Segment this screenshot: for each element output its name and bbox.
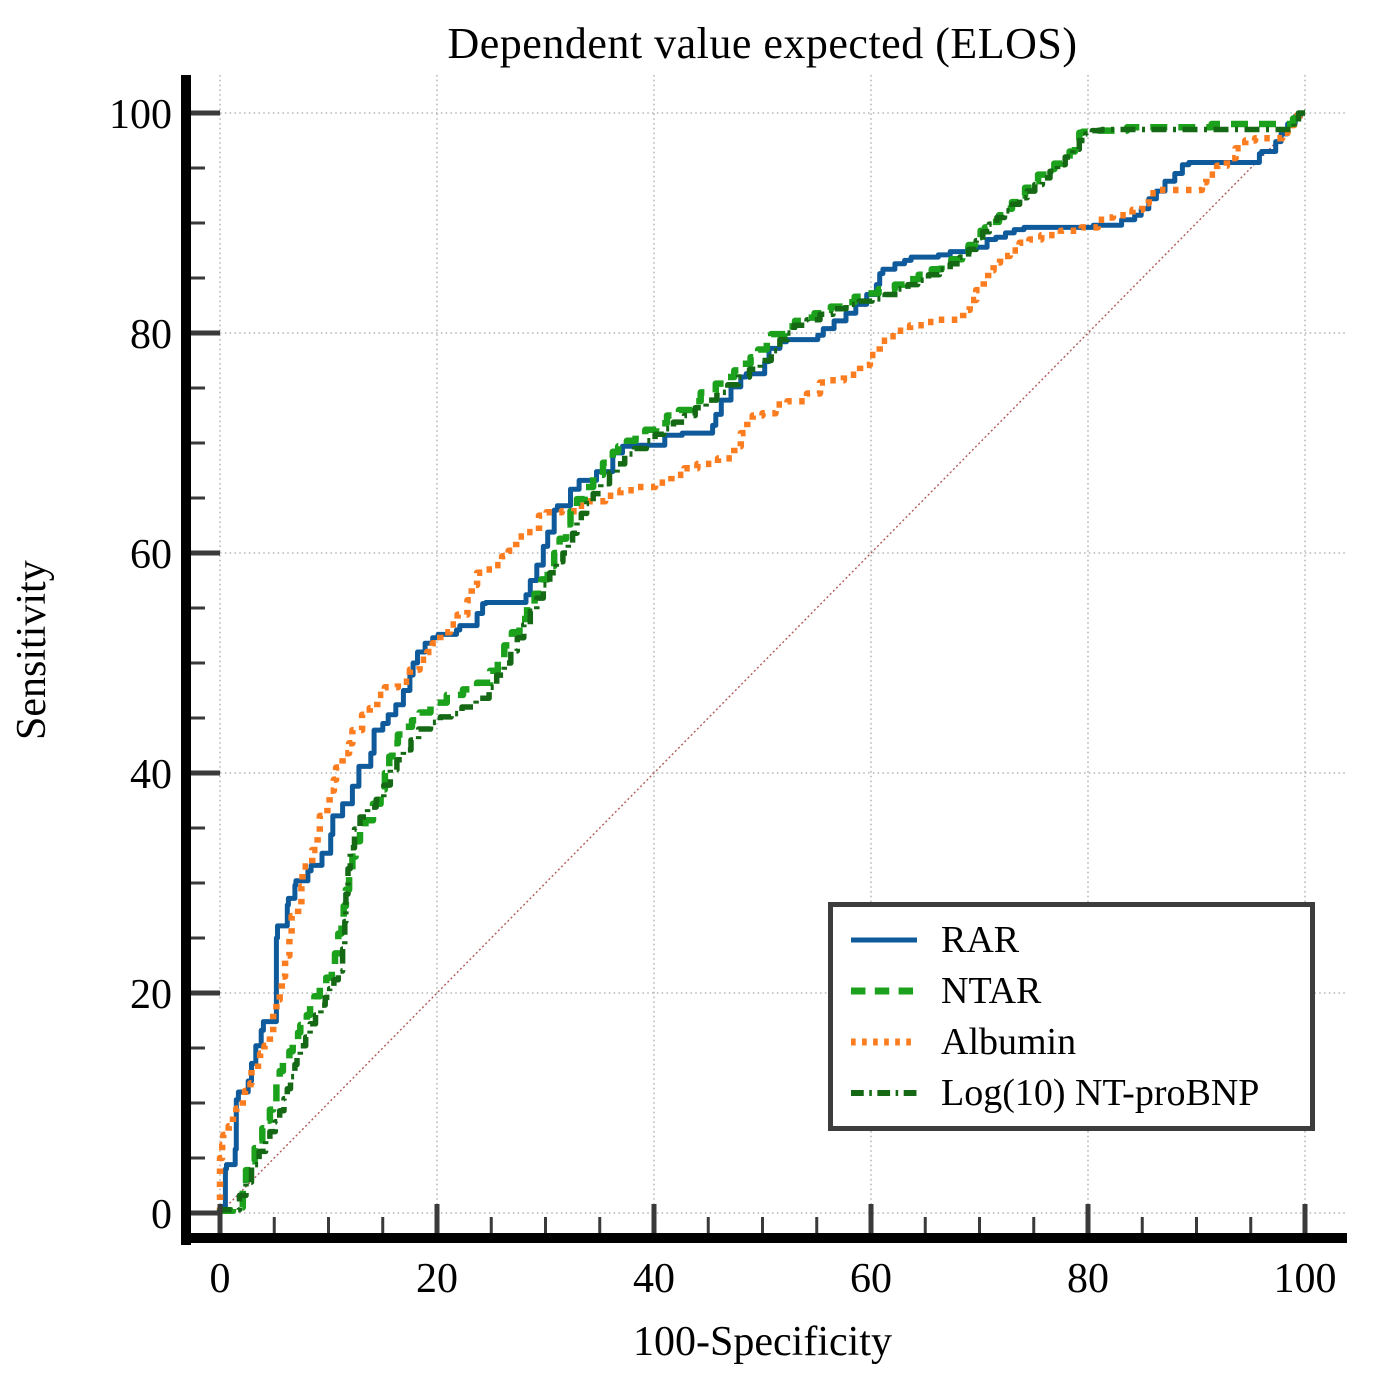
roc-curve-rar bbox=[217, 110, 1305, 1213]
axis-tick bbox=[191, 1046, 205, 1050]
axis-tick-labels: 0 20 40 60 80 100 0 20 40 60 80 100 bbox=[109, 92, 1337, 1302]
y-tick-label: 20 bbox=[130, 972, 172, 1018]
y-tick-label: 100 bbox=[109, 92, 172, 138]
legend-line-sample-albumin bbox=[851, 1038, 917, 1046]
axis-tick bbox=[191, 221, 205, 225]
axis-tick bbox=[651, 1204, 657, 1233]
axis-tick bbox=[191, 716, 205, 720]
legend-line-sample-log10-ntprobnp bbox=[851, 1089, 917, 1096]
axis-tick bbox=[1195, 1217, 1198, 1233]
legend-item-log10-ntprobnp: Log(10) NT-proBNP bbox=[849, 1074, 1302, 1112]
x-axis-spine bbox=[181, 1233, 1347, 1243]
axis-tick bbox=[191, 386, 205, 390]
axis-tick bbox=[434, 1204, 440, 1233]
x-axis-label: 100-Specificity bbox=[633, 1319, 892, 1365]
x-tick-label: 0 bbox=[210, 1256, 231, 1302]
x-tick-label: 100 bbox=[1274, 1256, 1337, 1302]
axis-tick bbox=[978, 1217, 981, 1233]
axis-tick bbox=[191, 1156, 205, 1160]
axis-tick bbox=[191, 330, 220, 336]
axis-tick bbox=[1249, 1217, 1253, 1233]
axis-tick bbox=[191, 826, 205, 830]
chart-title: Dependent value expected (ELOS) bbox=[447, 19, 1078, 68]
legend-line-sample-rar bbox=[851, 937, 917, 943]
axis-tick bbox=[191, 1210, 220, 1216]
diagonal-reference-line bbox=[219, 112, 1306, 1214]
x-tick-label: 80 bbox=[1067, 1256, 1109, 1302]
legend-label-albumin: Albumin bbox=[941, 1020, 1077, 1063]
y-tick-label: 60 bbox=[130, 532, 172, 578]
axis-tick bbox=[191, 441, 205, 445]
axis-tick bbox=[327, 1217, 330, 1233]
axis-tick bbox=[544, 1217, 547, 1233]
axis-tick bbox=[1085, 1204, 1091, 1233]
axis-tick bbox=[191, 990, 220, 996]
y-axis-label: Sensitivity bbox=[9, 560, 55, 740]
axis-tick bbox=[191, 770, 220, 776]
axis-tick bbox=[272, 1217, 276, 1233]
axis-tick bbox=[923, 1217, 927, 1233]
chance-diagonal bbox=[219, 112, 1306, 1214]
legend-item-albumin: Albumin bbox=[849, 1023, 1302, 1061]
axis-tick bbox=[868, 1204, 874, 1233]
legend-item-rar: RAR bbox=[849, 921, 1302, 959]
axis-tick bbox=[191, 606, 205, 610]
axis-tick bbox=[191, 276, 205, 280]
axis-tick bbox=[191, 550, 220, 556]
axis-tick bbox=[381, 1217, 385, 1233]
axis-tick bbox=[191, 881, 205, 885]
gridlines bbox=[219, 75, 1347, 1214]
axis-tick bbox=[191, 661, 205, 665]
axis-tick bbox=[191, 936, 205, 940]
axis-tick bbox=[191, 166, 205, 170]
y-axis-spine bbox=[181, 75, 191, 1245]
axis-tick bbox=[191, 110, 220, 116]
y-tick-label: 80 bbox=[130, 312, 172, 358]
legend-label-log10-ntprobnp: Log(10) NT-proBNP bbox=[941, 1071, 1260, 1114]
x-tick-label: 60 bbox=[850, 1256, 892, 1302]
roc-curve-log-10-nt-probnp bbox=[217, 110, 1305, 1213]
axis-tick bbox=[1140, 1217, 1144, 1233]
axis-tick bbox=[1032, 1217, 1036, 1233]
legend-box: RAR NTAR Albumin Log(10) NT-proBNP bbox=[828, 902, 1315, 1131]
axis-spines bbox=[181, 75, 1347, 1245]
legend-label-ntar: NTAR bbox=[941, 970, 1042, 1013]
axis-tick bbox=[217, 1204, 223, 1233]
roc-curve-albumin bbox=[216, 109, 1305, 1213]
axis-tick bbox=[761, 1217, 764, 1233]
y-tick-label: 0 bbox=[151, 1192, 172, 1238]
axis-tick bbox=[1302, 1204, 1308, 1233]
axis-ticks bbox=[191, 110, 1308, 1233]
axis-tick bbox=[489, 1217, 493, 1233]
legend-line-sample-ntar bbox=[851, 987, 917, 995]
y-tick-label: 40 bbox=[130, 752, 172, 798]
x-tick-label: 20 bbox=[416, 1256, 458, 1302]
axis-tick bbox=[191, 496, 205, 500]
legend-item-ntar: NTAR bbox=[849, 972, 1302, 1010]
axis-tick bbox=[706, 1217, 710, 1233]
roc-curves bbox=[216, 109, 1305, 1215]
legend-label-rar: RAR bbox=[941, 919, 1020, 962]
axis-tick bbox=[191, 1101, 205, 1105]
axis-tick bbox=[598, 1217, 602, 1233]
axis-tick bbox=[815, 1217, 819, 1233]
x-tick-label: 40 bbox=[633, 1256, 675, 1302]
